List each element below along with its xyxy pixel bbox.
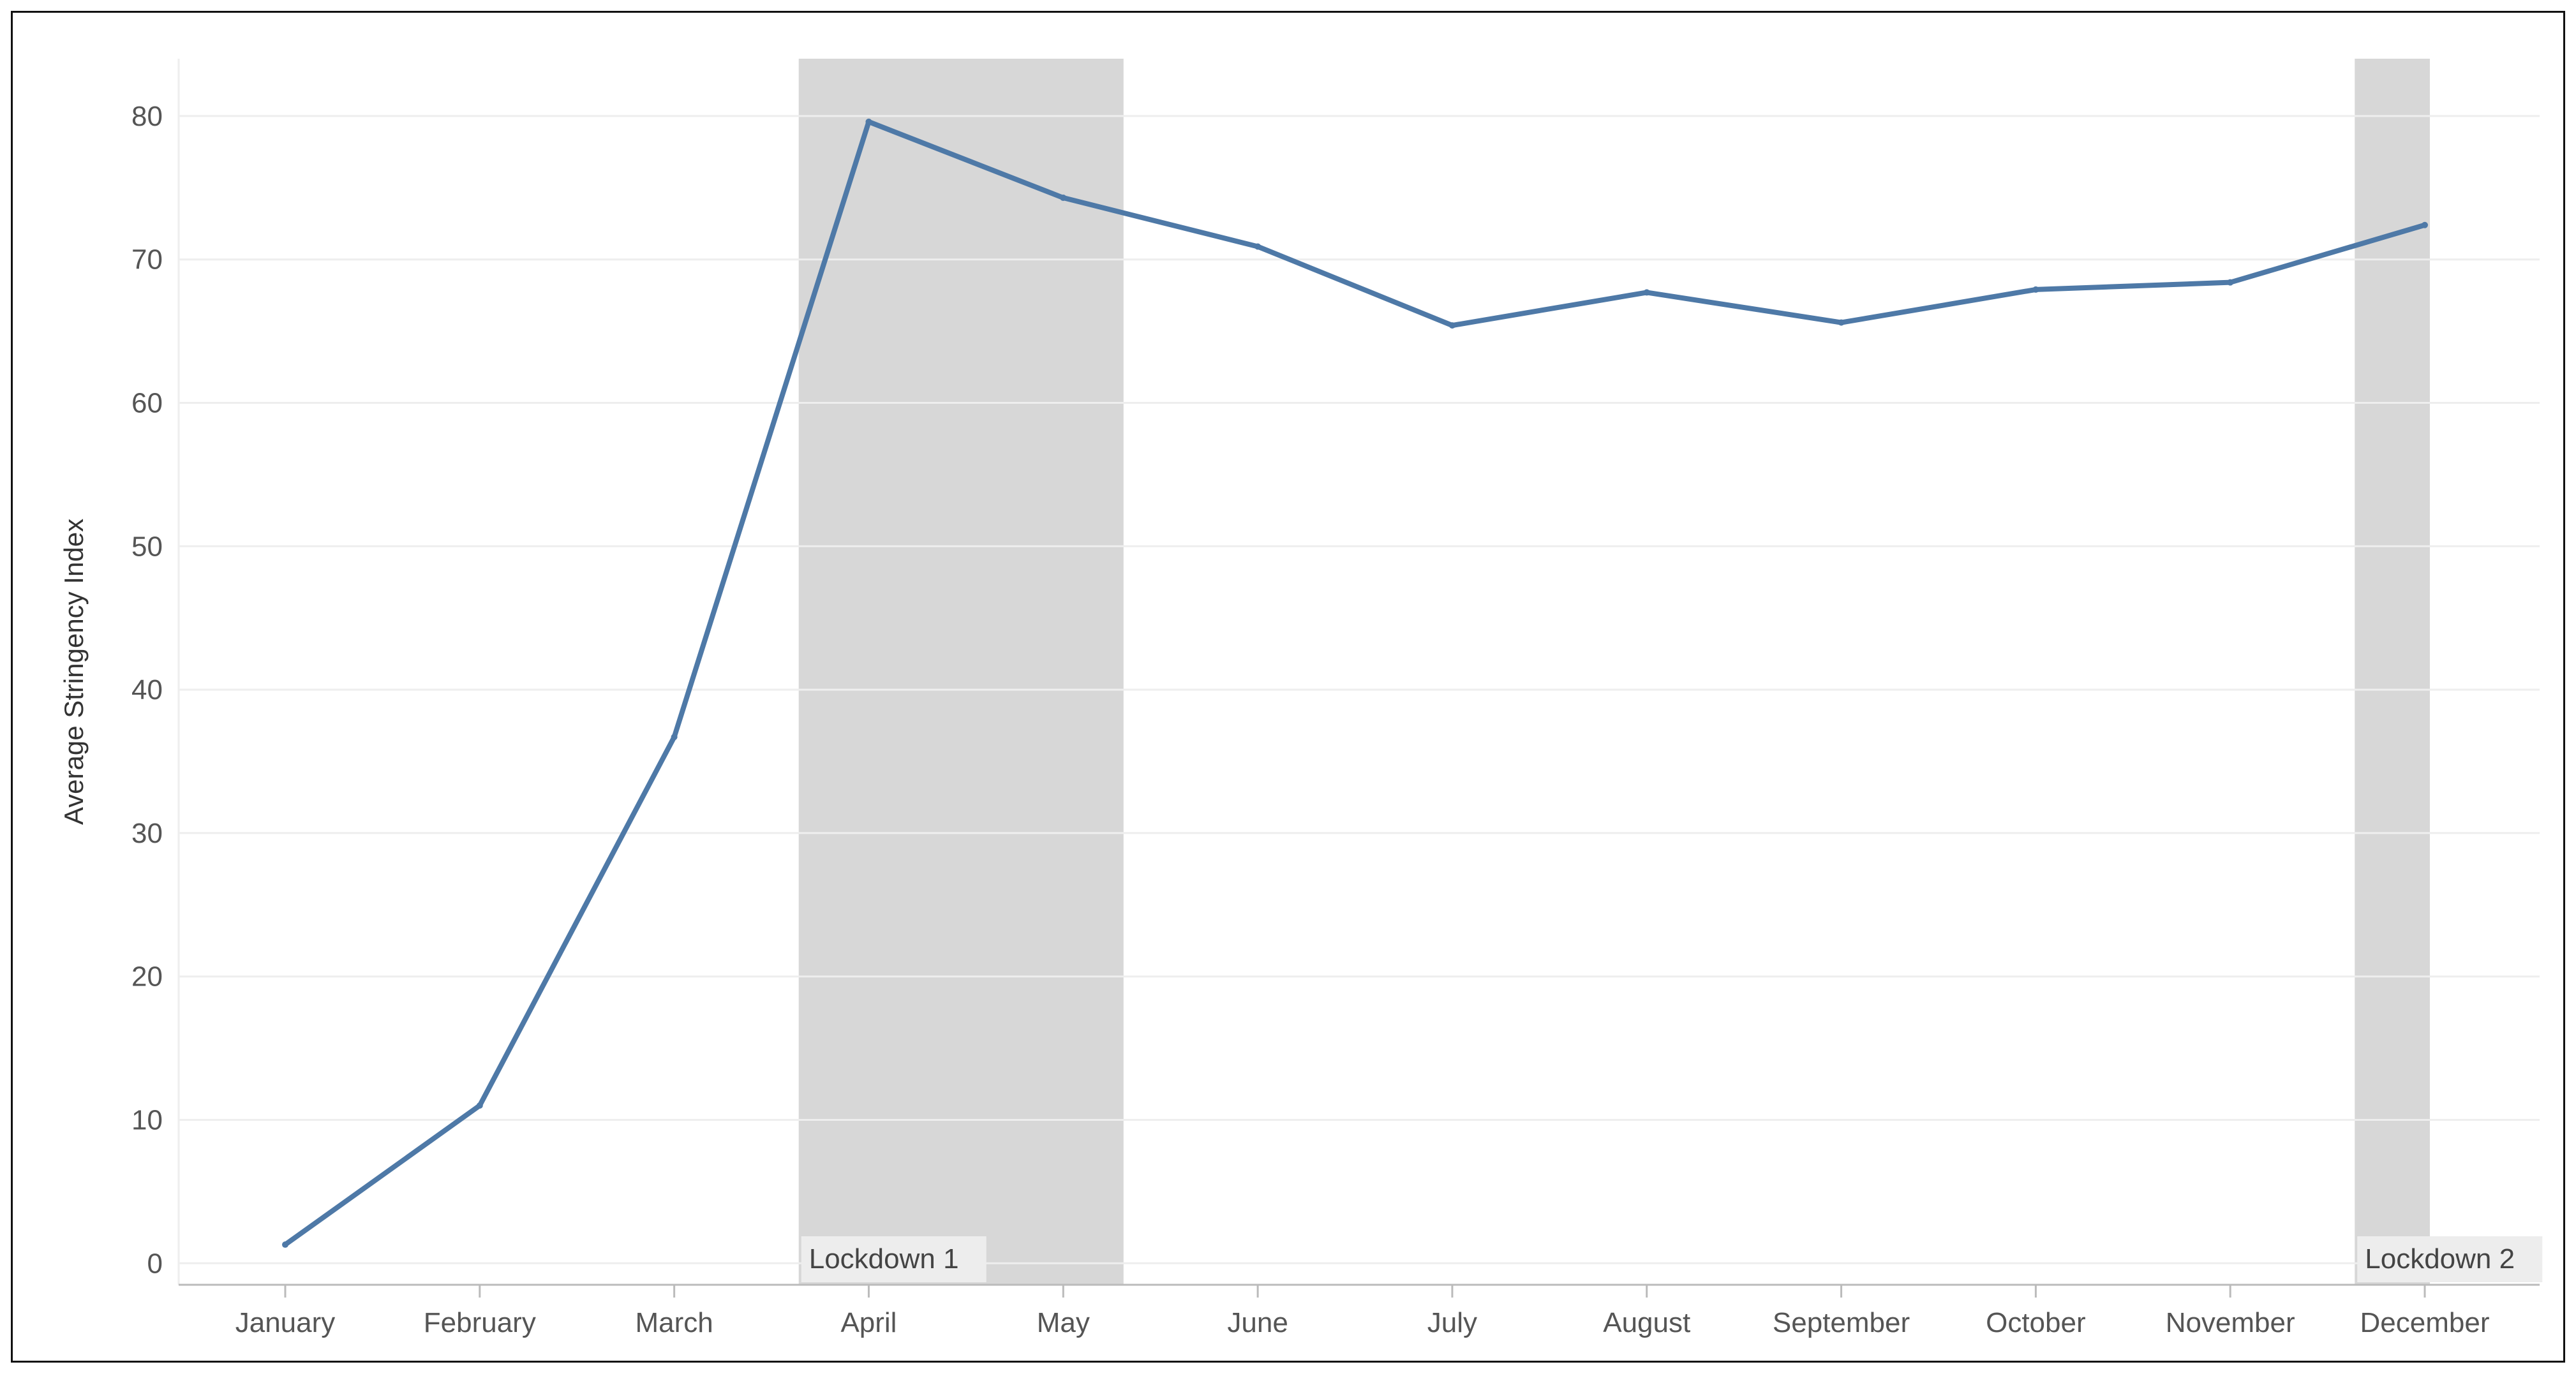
- data-point-june: [1254, 243, 1262, 250]
- shaded-period-label-bg-1: [801, 1236, 986, 1282]
- y-tick-label-10: 10: [131, 1104, 163, 1136]
- shaded-period-label-bg-2: [2357, 1236, 2543, 1282]
- series-layer: [282, 118, 2428, 1248]
- data-point-december: [2422, 221, 2428, 228]
- y-tick-label-20: 20: [131, 961, 163, 993]
- data-point-september: [1838, 319, 1845, 326]
- data-point-july: [1448, 322, 1456, 329]
- x-tick-label-january: January: [235, 1307, 336, 1338]
- x-tick-label-may: May: [1037, 1307, 1090, 1338]
- x-tick-label-november: November: [2166, 1307, 2295, 1338]
- data-point-october: [2032, 286, 2039, 293]
- y-tick-label-70: 70: [131, 244, 163, 276]
- series-line-1: [283, 119, 2427, 1248]
- y-axis-title: Average Stringency Index: [59, 519, 89, 825]
- gridlines: [179, 115, 2540, 1264]
- data-point-april: [865, 118, 872, 125]
- x-tick-label-july: July: [1427, 1307, 1477, 1338]
- y-tick-label-80: 80: [131, 101, 163, 132]
- x-tick-label-september: September: [1773, 1307, 1910, 1338]
- x-tick-label-april: April: [840, 1307, 897, 1338]
- y-tick-label-60: 60: [131, 388, 163, 419]
- shaded-period-label-2: Lockdown 2: [2365, 1243, 2515, 1275]
- shaded-period-1: [798, 59, 1124, 1285]
- shaded-period-labels: Lockdown 1 Lockdown 2: [801, 1236, 2543, 1282]
- data-point-january: [282, 1241, 288, 1248]
- y-tick-label-30: 30: [131, 818, 163, 849]
- x-tick-label-august: August: [1603, 1307, 1690, 1338]
- data-point-november: [2227, 279, 2234, 286]
- y-tick-label-40: 40: [131, 674, 163, 706]
- y-tick-label-50: 50: [131, 531, 163, 562]
- x-tick-label-march: March: [636, 1307, 713, 1338]
- shaded-periods: [798, 59, 2430, 1285]
- x-tick-label-october: October: [1986, 1307, 2086, 1338]
- shaded-period-2: [2355, 59, 2430, 1285]
- y-tick-label-0: 0: [147, 1248, 163, 1279]
- data-point-may: [1060, 195, 1067, 202]
- data-point-february: [476, 1102, 483, 1109]
- shaded-period-label-1: Lockdown 1: [809, 1243, 959, 1275]
- data-point-march: [671, 734, 678, 741]
- data-point-august: [1643, 289, 1650, 296]
- x-tick-label-february: February: [424, 1307, 536, 1338]
- x-tick-label-june: June: [1227, 1307, 1288, 1338]
- axes: 0 10 20 30 40 50 60 70 80 January February March Apr…: [131, 59, 2540, 1338]
- x-tick-label-december: December: [2360, 1307, 2490, 1338]
